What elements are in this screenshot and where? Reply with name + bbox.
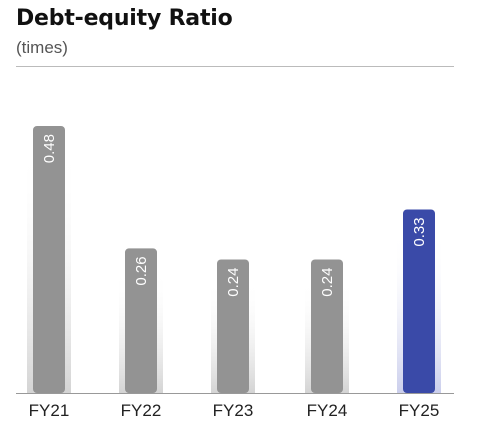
- category-label-fy25: FY25: [399, 401, 440, 420]
- chart-subtitle: (times): [16, 38, 68, 57]
- data-label-fy24: 0.24: [319, 268, 336, 297]
- chart-title: Debt-equity Ratio: [16, 6, 233, 31]
- bar-fy24: [311, 259, 343, 393]
- bars: 0.48 0.26 0.24 0.24 0.33: [33, 126, 435, 393]
- category-label-fy21: FY21: [29, 401, 70, 420]
- title-divider: [16, 66, 454, 67]
- bar-fy22: [125, 248, 157, 393]
- data-label-fy23: 0.24: [225, 268, 242, 297]
- category-label-fy24: FY24: [307, 401, 348, 420]
- category-label-fy23: FY23: [213, 401, 254, 420]
- category-label-fy22: FY22: [121, 401, 162, 420]
- data-label-fy21: 0.48: [41, 134, 58, 163]
- data-label-fy25: 0.33: [411, 217, 428, 246]
- bar-fy21: [33, 126, 65, 393]
- bar-fy23: [217, 259, 249, 393]
- category-labels: FY21 FY22 FY23 FY24 FY25: [29, 401, 440, 420]
- bar-fy25: [403, 209, 435, 393]
- data-label-fy22: 0.26: [133, 256, 150, 285]
